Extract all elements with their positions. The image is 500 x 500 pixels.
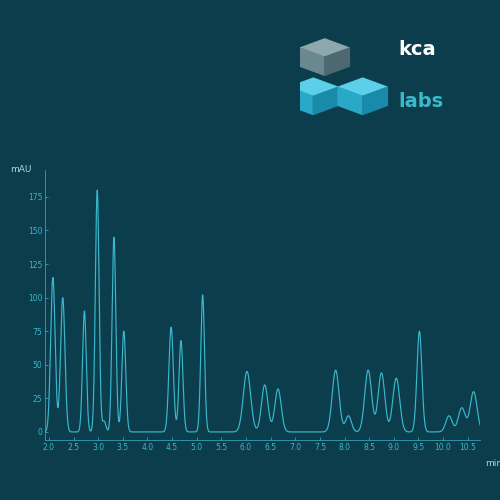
Polygon shape [324, 48, 349, 76]
Text: labs: labs [399, 92, 444, 111]
Y-axis label: mAU: mAU [10, 164, 32, 173]
Polygon shape [338, 78, 388, 96]
Polygon shape [314, 87, 338, 115]
Polygon shape [300, 39, 350, 57]
Polygon shape [288, 87, 314, 115]
Polygon shape [300, 48, 324, 76]
Text: kca: kca [399, 40, 436, 59]
Polygon shape [362, 87, 388, 115]
Polygon shape [288, 78, 338, 96]
Text: min: min [485, 459, 500, 468]
Polygon shape [338, 87, 362, 115]
